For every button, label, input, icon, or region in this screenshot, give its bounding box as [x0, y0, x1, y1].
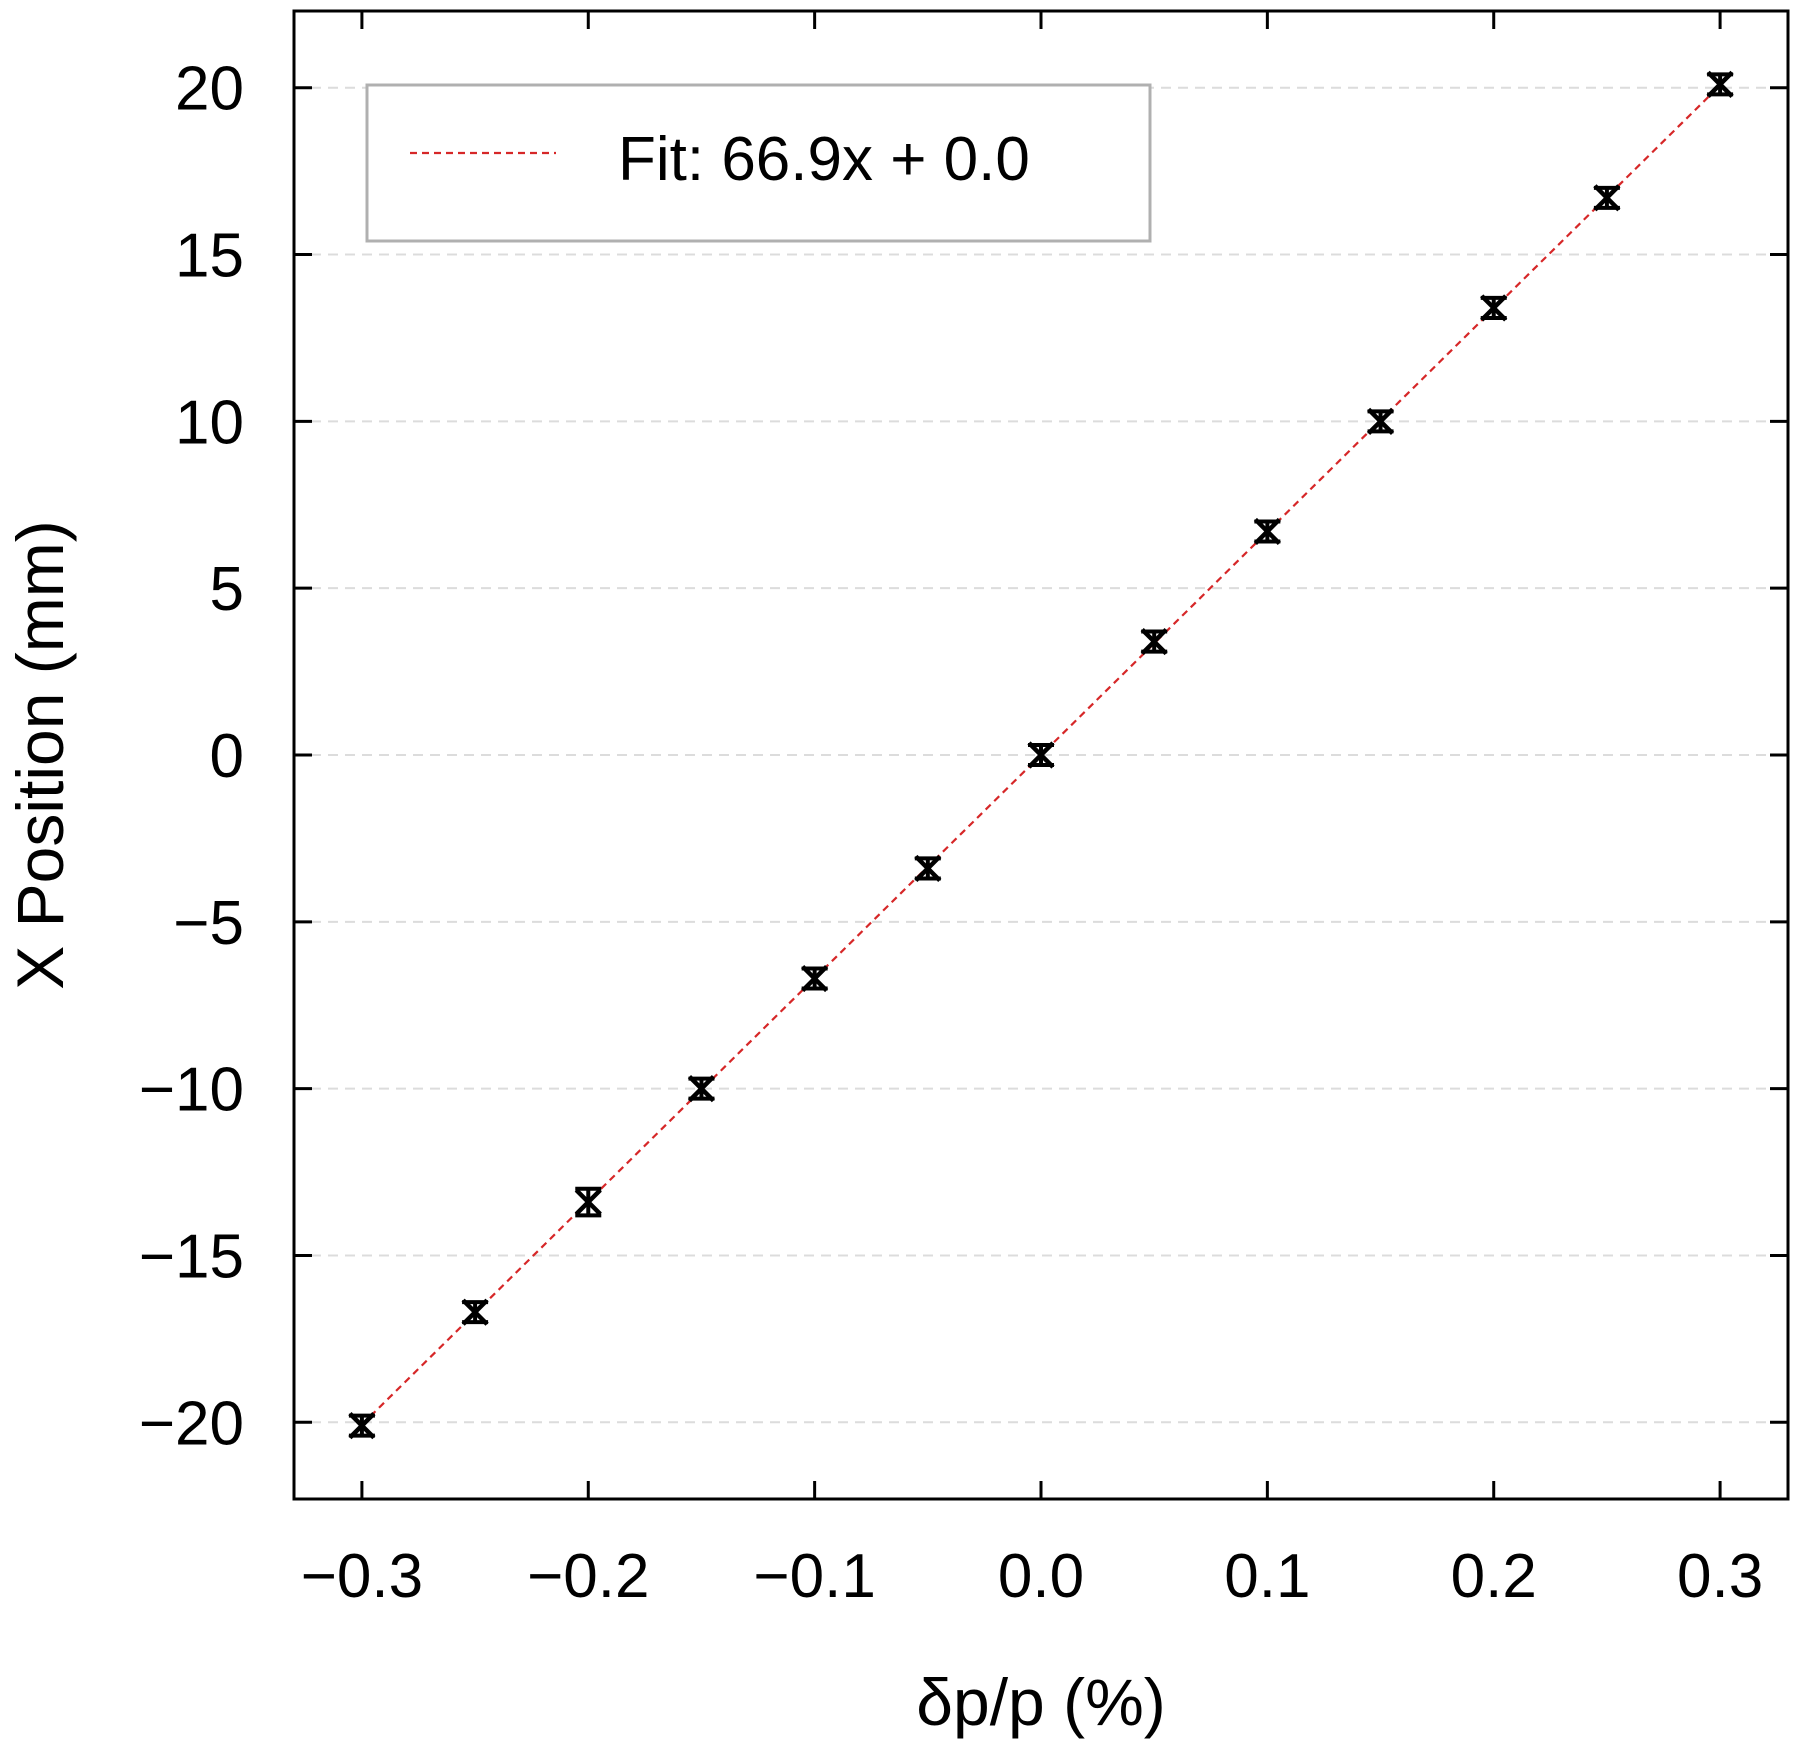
data-point [348, 1412, 376, 1440]
x-marker-stroke-2 [801, 964, 829, 993]
grid-layer [294, 86, 1788, 1424]
x-tick-label: 0.0 [998, 1542, 1084, 1611]
y-tick-label: 5 [210, 555, 244, 624]
y-tick-label: 20 [175, 55, 244, 124]
data-point [1140, 627, 1168, 656]
x-tick-label: −0.1 [753, 1542, 875, 1611]
data-point [1593, 184, 1621, 212]
data-point [1366, 407, 1395, 435]
x-marker-stroke-2 [461, 1298, 489, 1326]
y-axis-title: X Position (mm) [3, 520, 77, 989]
y-tick-label: −20 [139, 1389, 244, 1458]
data-point [801, 964, 829, 993]
points-layer [348, 70, 1734, 1440]
x-marker-stroke-2 [1593, 184, 1621, 212]
y-tick-label: 15 [175, 222, 244, 291]
data-point [1253, 517, 1281, 546]
ticks-layer: −20 −15 −10 −5 0 5 10 15 20 −0.3 −0.2 −0.1 0.0 0.1 0.2… [139, 11, 1788, 1611]
x-marker-stroke-2 [1140, 627, 1168, 656]
data-point [687, 1075, 716, 1103]
x-marker-stroke-2 [574, 1188, 602, 1216]
x-marker-stroke-2 [1366, 407, 1395, 435]
legend: Fit: 66.9x + 0.0 [365, 83, 1152, 243]
x-marker-stroke-2 [348, 1412, 376, 1440]
data-point [1706, 70, 1734, 98]
legend-box [365, 83, 1152, 243]
y-tick-label: 10 [175, 388, 244, 457]
x-marker-stroke-2 [1027, 741, 1055, 769]
x-tick-label: 0.3 [1677, 1542, 1763, 1611]
x-axis-title: δp/p (%) [916, 1665, 1165, 1739]
y-tick-label: −10 [139, 1056, 244, 1125]
y-tick-label: −15 [139, 1222, 244, 1291]
legend-fit-label: Fit: 66.9x + 0.0 [618, 125, 1030, 194]
x-tick-label: 0.1 [1224, 1542, 1310, 1611]
x-tick-label: −0.2 [527, 1542, 649, 1611]
x-tick-label: 0.2 [1451, 1542, 1537, 1611]
data-point [1480, 294, 1508, 322]
x-marker-stroke-2 [1480, 294, 1508, 322]
data-point [574, 1186, 602, 1218]
y-tick-label: 0 [210, 722, 244, 791]
data-point [914, 854, 942, 883]
x-tick-label: −0.3 [301, 1542, 423, 1611]
x-marker-stroke-2 [687, 1075, 716, 1103]
x-marker-stroke-2 [914, 854, 942, 883]
data-point [1027, 741, 1055, 769]
x-marker-stroke-2 [1253, 517, 1281, 546]
data-point [461, 1298, 489, 1326]
x-marker-stroke-2 [1706, 70, 1734, 98]
y-tick-label: −5 [173, 889, 244, 958]
